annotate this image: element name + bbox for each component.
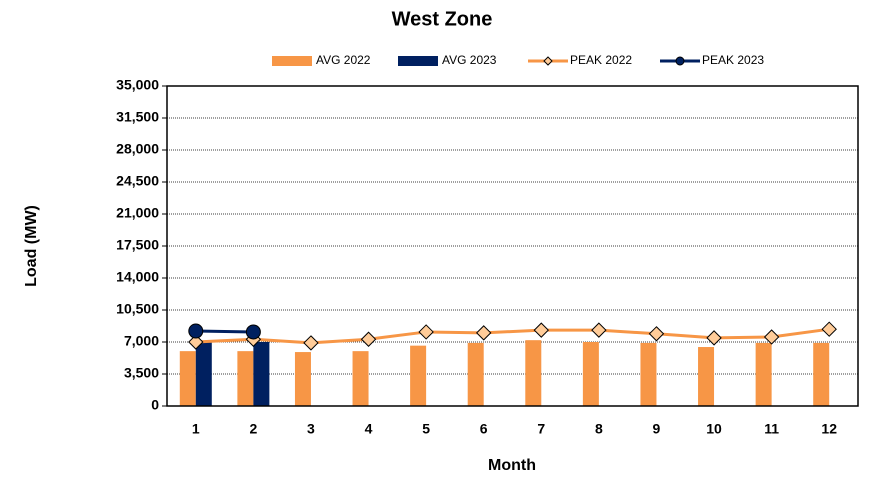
x-tick-label: 11	[764, 421, 779, 437]
y-tick-label: 3,500	[124, 365, 159, 381]
legend-marker	[543, 56, 553, 66]
x-tick-label: 8	[595, 421, 603, 437]
y-tick-label: 0	[151, 397, 159, 413]
y-tick-label: 17,500	[116, 237, 159, 253]
point-marker	[418, 324, 434, 340]
point-marker	[303, 335, 319, 351]
bar	[237, 351, 254, 406]
y-tick-label: 21,000	[116, 205, 159, 221]
y-tick-label: 28,000	[116, 141, 159, 157]
y-tick-label: 35,000	[116, 77, 159, 93]
point-marker	[188, 323, 204, 339]
x-tick-label: 10	[706, 421, 722, 437]
point-marker	[360, 331, 377, 347]
bar	[179, 351, 196, 406]
line	[195, 329, 254, 334]
y-tick-label: 7,000	[124, 333, 159, 349]
point-marker	[476, 325, 492, 341]
y-tick-label: 14,000	[116, 269, 159, 285]
point-marker	[648, 326, 665, 342]
point-marker	[245, 324, 261, 340]
bar	[755, 342, 772, 406]
bar	[195, 342, 212, 406]
bar	[294, 352, 311, 406]
legend-label: AVG 2022	[316, 53, 371, 67]
x-tick-label: 1	[192, 421, 200, 437]
point-marker	[188, 334, 204, 350]
bar	[525, 340, 542, 406]
point-marker	[533, 322, 549, 338]
legend-swatch	[398, 56, 438, 66]
bar	[698, 347, 715, 406]
point-marker	[763, 329, 780, 345]
legend-label: AVG 2023	[442, 53, 497, 67]
y-tick-label: 24,500	[116, 173, 159, 189]
y-axis-label: Load (MW)	[23, 205, 40, 287]
y-tick-label: 10,500	[116, 301, 159, 317]
bar	[253, 342, 270, 406]
grid	[167, 85, 858, 407]
legend-marker	[675, 56, 685, 66]
point-marker	[706, 330, 722, 346]
point-marker	[591, 322, 607, 338]
point-marker	[821, 321, 837, 337]
legend-swatch	[272, 56, 312, 66]
x-tick-label: 7	[537, 421, 545, 437]
bar	[582, 342, 599, 406]
bar	[640, 342, 657, 406]
x-tick-label: 12	[821, 421, 837, 437]
x-tick-label: 5	[422, 421, 430, 437]
x-axis-label: Month	[488, 457, 536, 474]
x-tick-label: 2	[249, 421, 257, 437]
line	[195, 327, 830, 345]
x-tick-label: 9	[653, 421, 661, 437]
bar	[813, 342, 830, 406]
x-tick-label: 3	[307, 421, 315, 437]
x-tick-label: 4	[365, 421, 373, 437]
bar	[410, 345, 427, 406]
x-tick-label: 6	[480, 421, 488, 437]
bar	[467, 342, 484, 406]
bar	[352, 351, 369, 406]
chart-title: West Zone	[392, 8, 493, 30]
legend-label: PEAK 2022	[570, 53, 632, 67]
plot-border	[166, 85, 859, 407]
legend-label: PEAK 2023	[702, 53, 764, 67]
y-tick-label: 31,500	[116, 109, 159, 125]
